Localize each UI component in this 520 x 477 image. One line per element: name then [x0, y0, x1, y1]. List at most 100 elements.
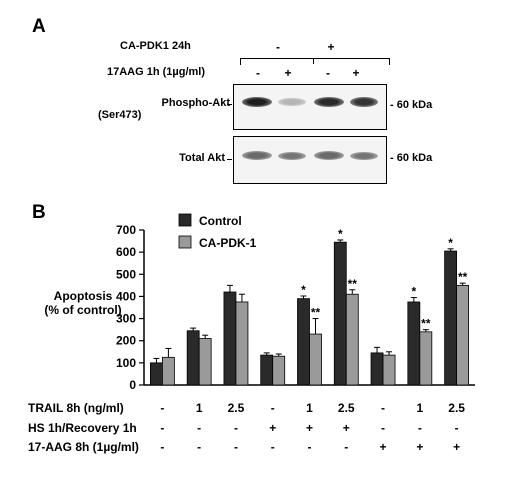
phospho-akt-label-line1: Phospho-Akt	[161, 97, 230, 109]
treatment-row-value: 1	[195, 401, 203, 415]
ca-pdk1-minus: -	[276, 40, 280, 54]
treatment-row-value: +	[305, 421, 313, 435]
ca-pdk1-bar	[198, 338, 212, 386]
treatment-row-value: -	[160, 440, 165, 454]
y-tick-label: 200	[116, 334, 136, 348]
treatment-row-value: 1	[416, 401, 424, 415]
control-bar	[149, 362, 163, 386]
phospho-akt-band	[242, 97, 272, 107]
panel-b-letter: B	[32, 202, 46, 223]
significance-marker: *	[301, 283, 306, 297]
legend-label: Control	[199, 214, 242, 228]
legend-control-swatch	[178, 213, 192, 227]
phospho-akt-band	[278, 98, 306, 106]
treatment-row-value: -	[454, 421, 459, 435]
ca-pdk1-bar	[419, 331, 433, 386]
treatment-row-value: -	[197, 421, 202, 435]
significance-marker: *	[411, 285, 416, 299]
treatment-row-value: 2.5	[227, 401, 245, 415]
significance-marker: *	[448, 236, 453, 250]
control-bar	[333, 241, 347, 386]
phospho-akt-label-tick	[227, 104, 232, 105]
y-tick-label: 400	[116, 289, 136, 303]
treatment-row-value: 2.5	[448, 401, 465, 415]
treatment-row-value: +	[269, 421, 277, 435]
treatment-row-value: 1	[306, 401, 313, 415]
ca-pdk1-bar	[309, 333, 322, 386]
treatment-row-value: -	[270, 440, 275, 454]
phospho-akt-band	[314, 97, 344, 107]
treatment-row-value: -	[307, 440, 312, 454]
y-tick-label: 300	[116, 312, 136, 326]
y-axis-label-line2: (% of control)	[44, 303, 122, 317]
treatment-row-value: -	[381, 421, 386, 435]
phospho-akt-label-line2: (Ser473)	[98, 109, 142, 121]
total-akt-band	[350, 152, 378, 160]
treatment-row-value: +	[416, 440, 424, 454]
17aag-row-label: 17AAG 1h (1µg/ml)	[107, 66, 206, 78]
control-bar	[260, 354, 274, 386]
treatment-row-value: -	[160, 421, 165, 435]
ca-pdk1-bracket	[240, 58, 390, 65]
treatment-row-value: -	[233, 421, 238, 435]
y-tick-label: 500	[116, 267, 136, 281]
significance-marker: **	[311, 306, 321, 320]
phospho-akt-blot	[233, 84, 387, 130]
total-akt-band	[242, 151, 272, 160]
treatment-row-label: 17-AAG 8h (1µg/ml)	[28, 440, 139, 454]
y-tick-label: 0	[129, 378, 136, 392]
control-bar	[444, 250, 458, 386]
legend-label: CA-PDK-1	[199, 236, 257, 250]
treatment-row-value: -	[233, 440, 238, 454]
control-bar	[370, 352, 384, 386]
treatment-row-value: -	[344, 440, 349, 454]
phospho-akt-label: Phospho-Akt (Ser473)	[46, 97, 230, 121]
total-akt-band	[278, 152, 306, 160]
treatment-row-label: TRAIL 8h (ng/ml)	[28, 401, 124, 415]
total-akt-label-tick	[227, 159, 232, 160]
control-bar	[297, 298, 310, 386]
17aag-lane-1: -	[256, 66, 260, 80]
control-bar	[186, 330, 200, 386]
17aag-lane-4: +	[352, 66, 360, 80]
17aag-lane-3: -	[326, 66, 330, 80]
significance-marker: **	[348, 277, 358, 291]
treatment-row-value: 2.5	[337, 401, 355, 415]
ca-pdk1-bar	[272, 355, 286, 386]
significance-marker: **	[458, 270, 468, 284]
y-axis-label: Apoptosis (% of control)	[28, 289, 138, 317]
treatment-row-value: +	[342, 421, 350, 435]
significance-marker: *	[338, 227, 343, 241]
significance-marker: **	[421, 317, 431, 331]
total-akt-marker: - 60 kDa	[390, 152, 433, 164]
legend-ca-pdk1-swatch	[178, 235, 192, 249]
control-bar	[407, 301, 421, 386]
ca-pdk1-bracket-divider	[313, 58, 314, 64]
total-akt-band	[314, 151, 344, 160]
treatment-row-value: -	[381, 401, 386, 415]
treatment-row-value: -	[197, 440, 202, 454]
y-tick-label: 600	[116, 245, 136, 259]
control-bar	[223, 291, 237, 386]
ca-pdk1-plus: +	[327, 40, 335, 54]
y-tick-label: 700	[116, 223, 136, 237]
ca-pdk1-row-label: CA-PDK1 24h	[120, 40, 191, 52]
phospho-akt-band	[350, 97, 378, 107]
phospho-akt-marker: - 60 kDa	[390, 99, 433, 111]
treatment-row-value: +	[453, 440, 461, 454]
treatment-row-value: +	[379, 440, 387, 454]
17aag-lane-2: +	[284, 66, 292, 80]
y-axis-label-line1: Apoptosis	[53, 289, 113, 303]
ca-pdk1-bar	[345, 293, 359, 386]
ca-pdk1-bar	[161, 356, 175, 386]
total-akt-label: Total Akt	[179, 152, 225, 164]
treatment-row-value: -	[270, 401, 275, 415]
ca-pdk1-bar	[382, 354, 396, 386]
y-tick-label: 100	[116, 356, 136, 370]
treatment-row-value: -	[160, 401, 165, 415]
total-akt-blot	[233, 136, 387, 184]
treatment-row-value: -	[417, 421, 422, 435]
treatment-row-label: HS 1h/Recovery 1h	[28, 421, 137, 435]
ca-pdk1-bar	[456, 284, 470, 386]
